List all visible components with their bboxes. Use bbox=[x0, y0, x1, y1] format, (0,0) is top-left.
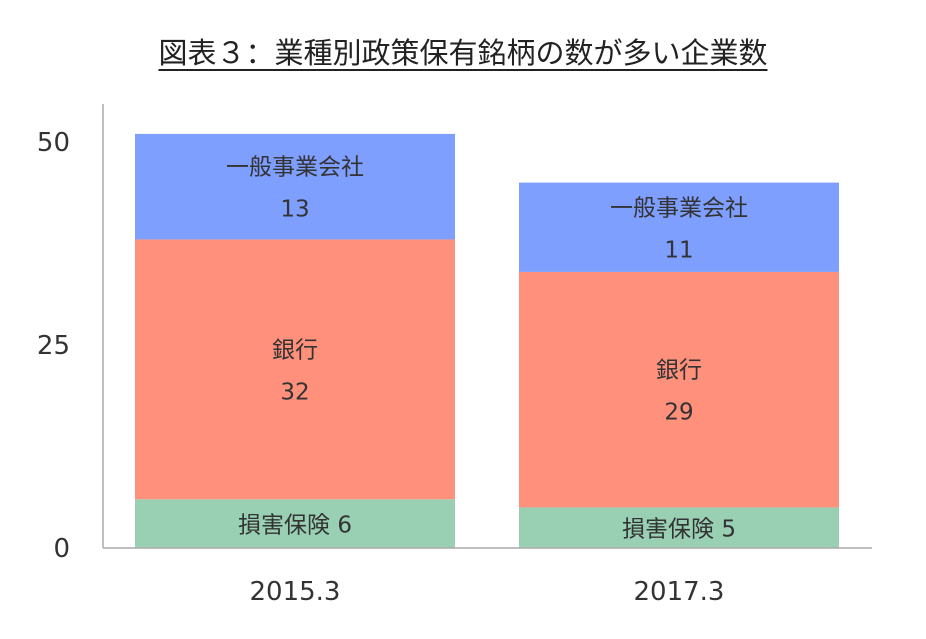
labels-layer: 損害保険 6 銀行 32 一般事業会社 13 損害保険 5 銀行 29 一般事業会社 11 bbox=[226, 155, 748, 543]
x-tick-label-1: 2017.3 bbox=[634, 577, 725, 607]
series-label-1-2: 一般事業会社 bbox=[610, 195, 748, 221]
y-tick-label-1: 25 bbox=[37, 331, 70, 361]
chart-title-text: 図表３：業種別政策保有銘柄の数が多い企業数 bbox=[158, 36, 768, 70]
x-tick-label-0: 2015.3 bbox=[250, 577, 341, 607]
chart-title: 図表３：業種別政策保有銘柄の数が多い企業数 bbox=[0, 30, 926, 72]
axes-layer: 2015.3 2017.3 0 25 50 bbox=[37, 104, 872, 607]
bar-segment-1-0 bbox=[519, 507, 839, 548]
data-label-1-2: 11 bbox=[664, 237, 693, 263]
series-label-0-2: 一般事業会社 bbox=[226, 155, 364, 181]
y-tick-label-0: 0 bbox=[53, 534, 70, 564]
data-label-0-2: 13 bbox=[280, 197, 309, 223]
data-label-0-0: 損害保険 6 bbox=[238, 513, 352, 539]
bar-segment-0-2 bbox=[135, 133, 455, 240]
bar-segment-0-1 bbox=[135, 239, 455, 500]
data-label-1-1: 29 bbox=[664, 400, 693, 426]
data-label-0-1: 32 bbox=[280, 379, 309, 405]
data-label-1-0: 損害保険 5 bbox=[622, 517, 736, 543]
bar-segment-1-2 bbox=[519, 182, 839, 272]
y-tick-label-2: 50 bbox=[37, 128, 70, 158]
bars-layer bbox=[135, 133, 839, 548]
series-label-1-1: 銀行 bbox=[656, 358, 702, 384]
series-label-0-1: 銀行 bbox=[272, 337, 318, 363]
bar-segment-0-0 bbox=[135, 499, 455, 548]
bar-segment-1-1 bbox=[519, 271, 839, 508]
